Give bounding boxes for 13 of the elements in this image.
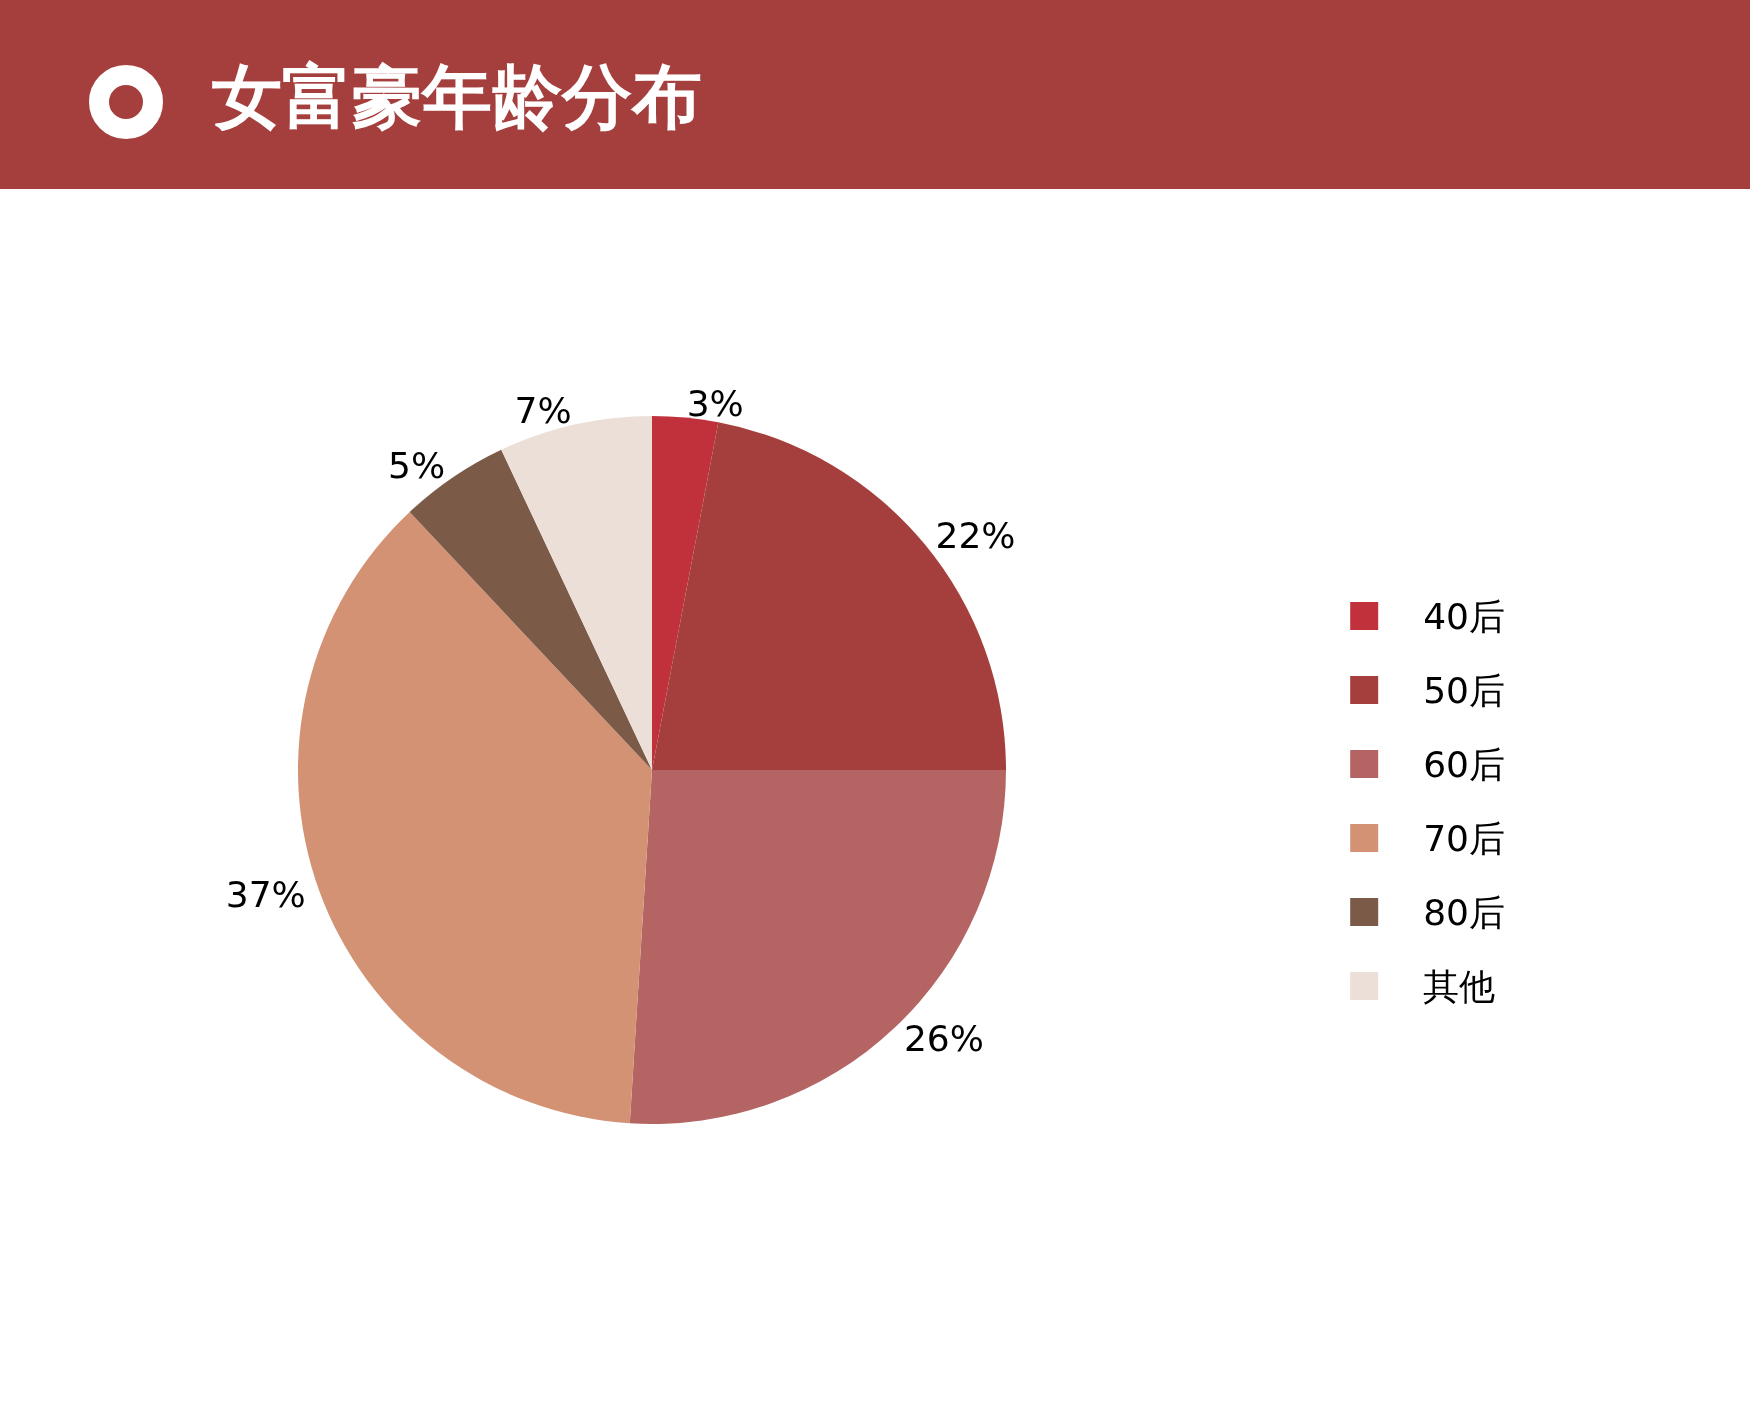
legend-label: 其他 <box>1423 965 1496 1007</box>
legend-label: 70后 <box>1423 817 1505 859</box>
legend-label: 40后 <box>1423 595 1505 637</box>
chart-title: 女富豪年龄分布 <box>212 55 702 140</box>
data-label: 5% <box>388 445 446 487</box>
legend-label: 60后 <box>1423 743 1505 785</box>
legend-label: 80后 <box>1423 891 1505 933</box>
legend-label: 50后 <box>1423 669 1505 711</box>
data-label: 37% <box>225 874 306 916</box>
data-label: 22% <box>935 514 1016 556</box>
data-label: 7% <box>514 390 572 432</box>
data-label: 3% <box>686 383 744 425</box>
data-label: 26% <box>903 1017 984 1059</box>
